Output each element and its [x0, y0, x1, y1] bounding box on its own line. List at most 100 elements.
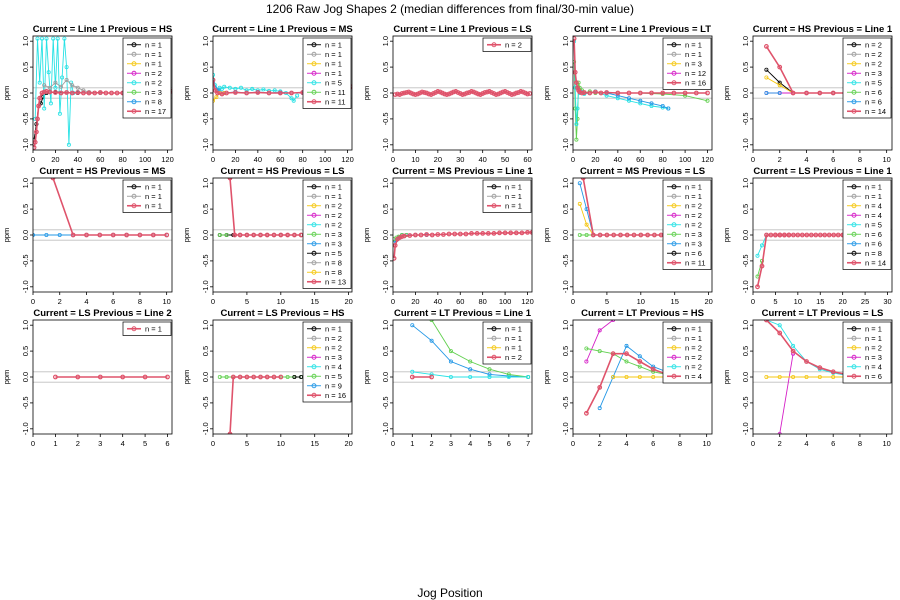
x-tick-label: 2	[76, 439, 80, 448]
y-tick-label: 0.5	[201, 204, 210, 214]
panel-15: Current = LT Previous = LS -1.0 -0.5 0.0 0.5…	[722, 308, 893, 448]
legend-swatch-marker	[671, 326, 677, 332]
legend-swatch-marker	[131, 193, 137, 199]
x-tick-label: 6	[831, 439, 835, 448]
data-point	[773, 232, 778, 238]
legend-swatch-marker	[311, 61, 317, 67]
legend-label: n = 1	[685, 324, 702, 333]
data-point	[777, 374, 782, 379]
data-point	[577, 232, 582, 237]
legend-label: n = 12	[685, 69, 706, 78]
data-point	[66, 142, 71, 147]
data-point	[232, 232, 238, 238]
data-point	[650, 366, 656, 372]
y-tick-label: 0.0	[201, 88, 210, 98]
data-point	[764, 44, 769, 49]
x-tick-label: 6	[507, 439, 511, 448]
data-point	[410, 91, 416, 97]
data-point	[468, 359, 473, 364]
data-point	[577, 201, 582, 206]
data-point	[264, 232, 270, 238]
x-tick-label: 10	[162, 297, 170, 306]
x-tick-label: 2	[778, 155, 782, 164]
data-point	[590, 232, 596, 238]
legend: n = 1	[122, 321, 172, 336]
data-point	[520, 89, 526, 95]
data-point	[251, 232, 257, 238]
data-point	[407, 233, 413, 238]
data-point	[55, 36, 60, 41]
data-point	[47, 85, 52, 90]
y-tick-label: -0.5	[741, 112, 750, 125]
data-point	[786, 232, 792, 238]
data-point	[645, 232, 650, 238]
x-tick-label: 0	[751, 439, 755, 448]
data-point	[513, 230, 519, 236]
data-point	[574, 137, 579, 142]
y-tick-label: 1.0	[561, 36, 570, 46]
legend-swatch-marker	[491, 345, 497, 351]
y-axis-label: ppm	[722, 228, 731, 243]
data-point	[217, 374, 222, 379]
series-line	[431, 320, 529, 378]
y-tick-label: -1.0	[561, 280, 570, 293]
legend-swatch-marker	[851, 335, 857, 341]
legend: n = 1n = 2n = 2n = 3n = 4n = 5n = 9n = 1…	[302, 321, 352, 403]
x-tick-label: 80	[659, 155, 667, 164]
legend-box	[302, 321, 352, 403]
legend-label: n = 1	[685, 192, 702, 201]
data-point	[424, 232, 430, 237]
x-tick-label: 40	[479, 155, 487, 164]
y-tick-label: -0.5	[561, 112, 570, 125]
legend-swatch-marker	[851, 212, 857, 218]
x-tick-label: 5	[605, 297, 609, 306]
panel-12: Current = LS Previous = HS -1.0 -0.5 0.0 0.5…	[182, 308, 353, 448]
data-point	[70, 232, 76, 238]
legend-swatch-marker	[311, 269, 317, 275]
legend-swatch-marker	[131, 184, 137, 190]
data-point	[471, 89, 477, 95]
legend-label: n = 1	[145, 201, 162, 210]
legend-label: n = 2	[145, 69, 162, 78]
legend-label: n = 2	[685, 362, 702, 371]
x-tick-label: 0	[31, 155, 35, 164]
data-point	[597, 328, 602, 333]
legend-label: n = 4	[865, 201, 882, 210]
data-point	[395, 91, 400, 97]
legend-label: n = 2	[325, 201, 342, 210]
data-point	[429, 338, 434, 343]
panel-13: Current = LT Previous = Line 1 -1.0 -0.5 0.…	[362, 308, 533, 448]
data-point	[804, 232, 810, 238]
series-line	[606, 92, 669, 109]
data-point	[64, 65, 69, 70]
y-tick-label: 1.0	[741, 178, 750, 188]
x-tick-label: 20	[839, 297, 847, 306]
legend-label: n = 4	[865, 362, 882, 371]
panel-title: Current = Line 1 Previous = HS	[33, 24, 172, 35]
data-point	[217, 232, 222, 237]
series-line	[52, 178, 167, 236]
data-point	[777, 330, 783, 336]
x-tick-label: 7	[526, 439, 530, 448]
data-point	[150, 232, 156, 238]
legend-label: n = 5	[325, 78, 342, 87]
x-tick-label: 0	[391, 439, 395, 448]
legend-label: n = 6	[865, 230, 882, 239]
data-point	[271, 232, 277, 238]
panel-title: Current = MS Previous = LS	[580, 166, 705, 177]
data-point	[272, 88, 277, 93]
data-point	[487, 367, 492, 372]
y-tick-label: 0.5	[561, 62, 570, 72]
y-tick-label: -0.5	[561, 254, 570, 267]
data-point	[42, 83, 47, 88]
data-point	[764, 75, 769, 80]
data-point	[525, 229, 530, 235]
y-tick-label: -0.5	[561, 396, 570, 409]
data-point	[213, 72, 215, 77]
y-tick-label: -0.5	[741, 254, 750, 267]
data-point	[804, 90, 809, 96]
legend-label: n = 8	[325, 268, 342, 277]
legend-swatch-marker	[671, 222, 677, 228]
legend: n = 2	[482, 37, 532, 52]
